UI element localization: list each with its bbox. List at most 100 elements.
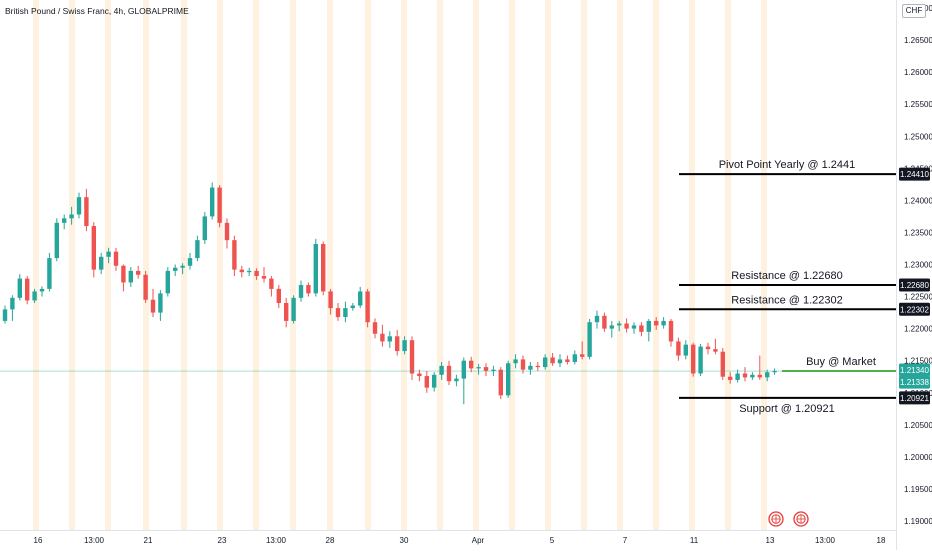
candle <box>380 325 384 347</box>
candle-body <box>661 321 665 325</box>
candle <box>676 338 680 361</box>
candle <box>528 362 532 375</box>
candle-body <box>647 321 651 332</box>
candle <box>299 281 303 302</box>
event-icon-1[interactable] <box>769 512 783 526</box>
candle-body <box>3 309 7 321</box>
candle <box>284 298 288 327</box>
candle <box>573 350 577 364</box>
candle-body <box>698 347 702 374</box>
candle-body <box>254 271 258 276</box>
candle-body <box>425 376 429 388</box>
candle <box>240 266 244 278</box>
candle-body <box>706 347 710 350</box>
candle <box>277 285 281 308</box>
candle-body <box>240 270 244 273</box>
candle-body <box>10 298 14 310</box>
candle-body <box>632 325 636 328</box>
candle-body <box>432 375 436 388</box>
candle-body <box>143 275 147 300</box>
candle-body <box>447 366 451 381</box>
price-tag: 1.22680 <box>899 279 930 292</box>
candle-body <box>624 323 628 328</box>
price-tag: 1.20921 <box>899 391 930 404</box>
candle-body <box>351 306 355 309</box>
candle <box>121 265 125 292</box>
candle-body <box>106 252 110 257</box>
session-stripe <box>581 0 587 530</box>
candle <box>62 214 66 229</box>
x-tick-label: Apr <box>472 536 485 545</box>
y-tick-label: 1.20000 <box>904 453 932 462</box>
candle-body <box>491 370 495 371</box>
candle <box>388 331 392 348</box>
candle <box>343 302 347 323</box>
x-tick-label: 7 <box>623 536 628 545</box>
candle <box>706 343 710 355</box>
session-stripe <box>653 0 659 530</box>
candle-body <box>728 377 732 380</box>
candle <box>772 368 776 374</box>
candle <box>25 276 29 304</box>
candle-body <box>84 197 88 226</box>
candle-body <box>121 266 125 283</box>
session-stripe <box>327 0 333 530</box>
y-tick-label: 1.20500 <box>904 421 932 430</box>
price-tag: 1.24410 <box>899 168 930 181</box>
candle <box>417 370 421 382</box>
candle <box>306 282 310 296</box>
price-tag-text: 1.21340 <box>900 366 929 375</box>
candle-body <box>69 214 73 218</box>
session-stripe <box>143 0 149 530</box>
currency-badge[interactable]: CHF <box>902 4 926 18</box>
candle-body <box>195 240 199 258</box>
candle-body <box>18 279 22 298</box>
candle <box>536 362 540 371</box>
candle-body <box>151 300 155 313</box>
session-stripe <box>437 0 443 530</box>
candle-body <box>676 341 680 355</box>
candle <box>217 185 221 227</box>
candle-body <box>232 240 236 269</box>
candle-body <box>314 244 318 293</box>
candle-body <box>595 316 599 322</box>
candle-body <box>129 271 133 283</box>
event-icon-2[interactable] <box>794 512 808 526</box>
candle-body <box>373 322 377 334</box>
candle-body <box>602 316 606 329</box>
candle <box>166 267 170 296</box>
candle <box>195 236 199 262</box>
session-stripe <box>473 0 479 530</box>
candle-body <box>395 336 399 351</box>
candle-body <box>358 291 362 305</box>
candle <box>639 322 643 336</box>
candle-body <box>158 293 162 312</box>
candle <box>99 253 103 274</box>
level-label: Resistance @ 1.22680 <box>731 270 842 282</box>
candle-body <box>62 218 66 222</box>
candle-body <box>565 359 569 362</box>
x-tick-label: 30 <box>400 536 409 545</box>
candle-body <box>99 257 103 270</box>
candle <box>721 348 725 380</box>
candle <box>684 340 688 359</box>
y-tick-label: 1.24000 <box>904 196 932 205</box>
candle <box>691 343 695 377</box>
candle-body <box>543 357 547 367</box>
candle-body <box>225 223 229 240</box>
price-tag: 1.21340 <box>899 363 930 376</box>
candle-body <box>684 345 688 356</box>
candle <box>358 287 362 308</box>
candle <box>143 271 147 303</box>
candle-body <box>343 308 347 317</box>
candle-body <box>691 345 695 374</box>
candle-body <box>402 340 406 351</box>
candle-body <box>439 366 443 375</box>
x-tick-label: 23 <box>218 536 227 545</box>
candle <box>484 363 488 376</box>
candle <box>750 372 754 380</box>
candle-body <box>743 374 747 378</box>
